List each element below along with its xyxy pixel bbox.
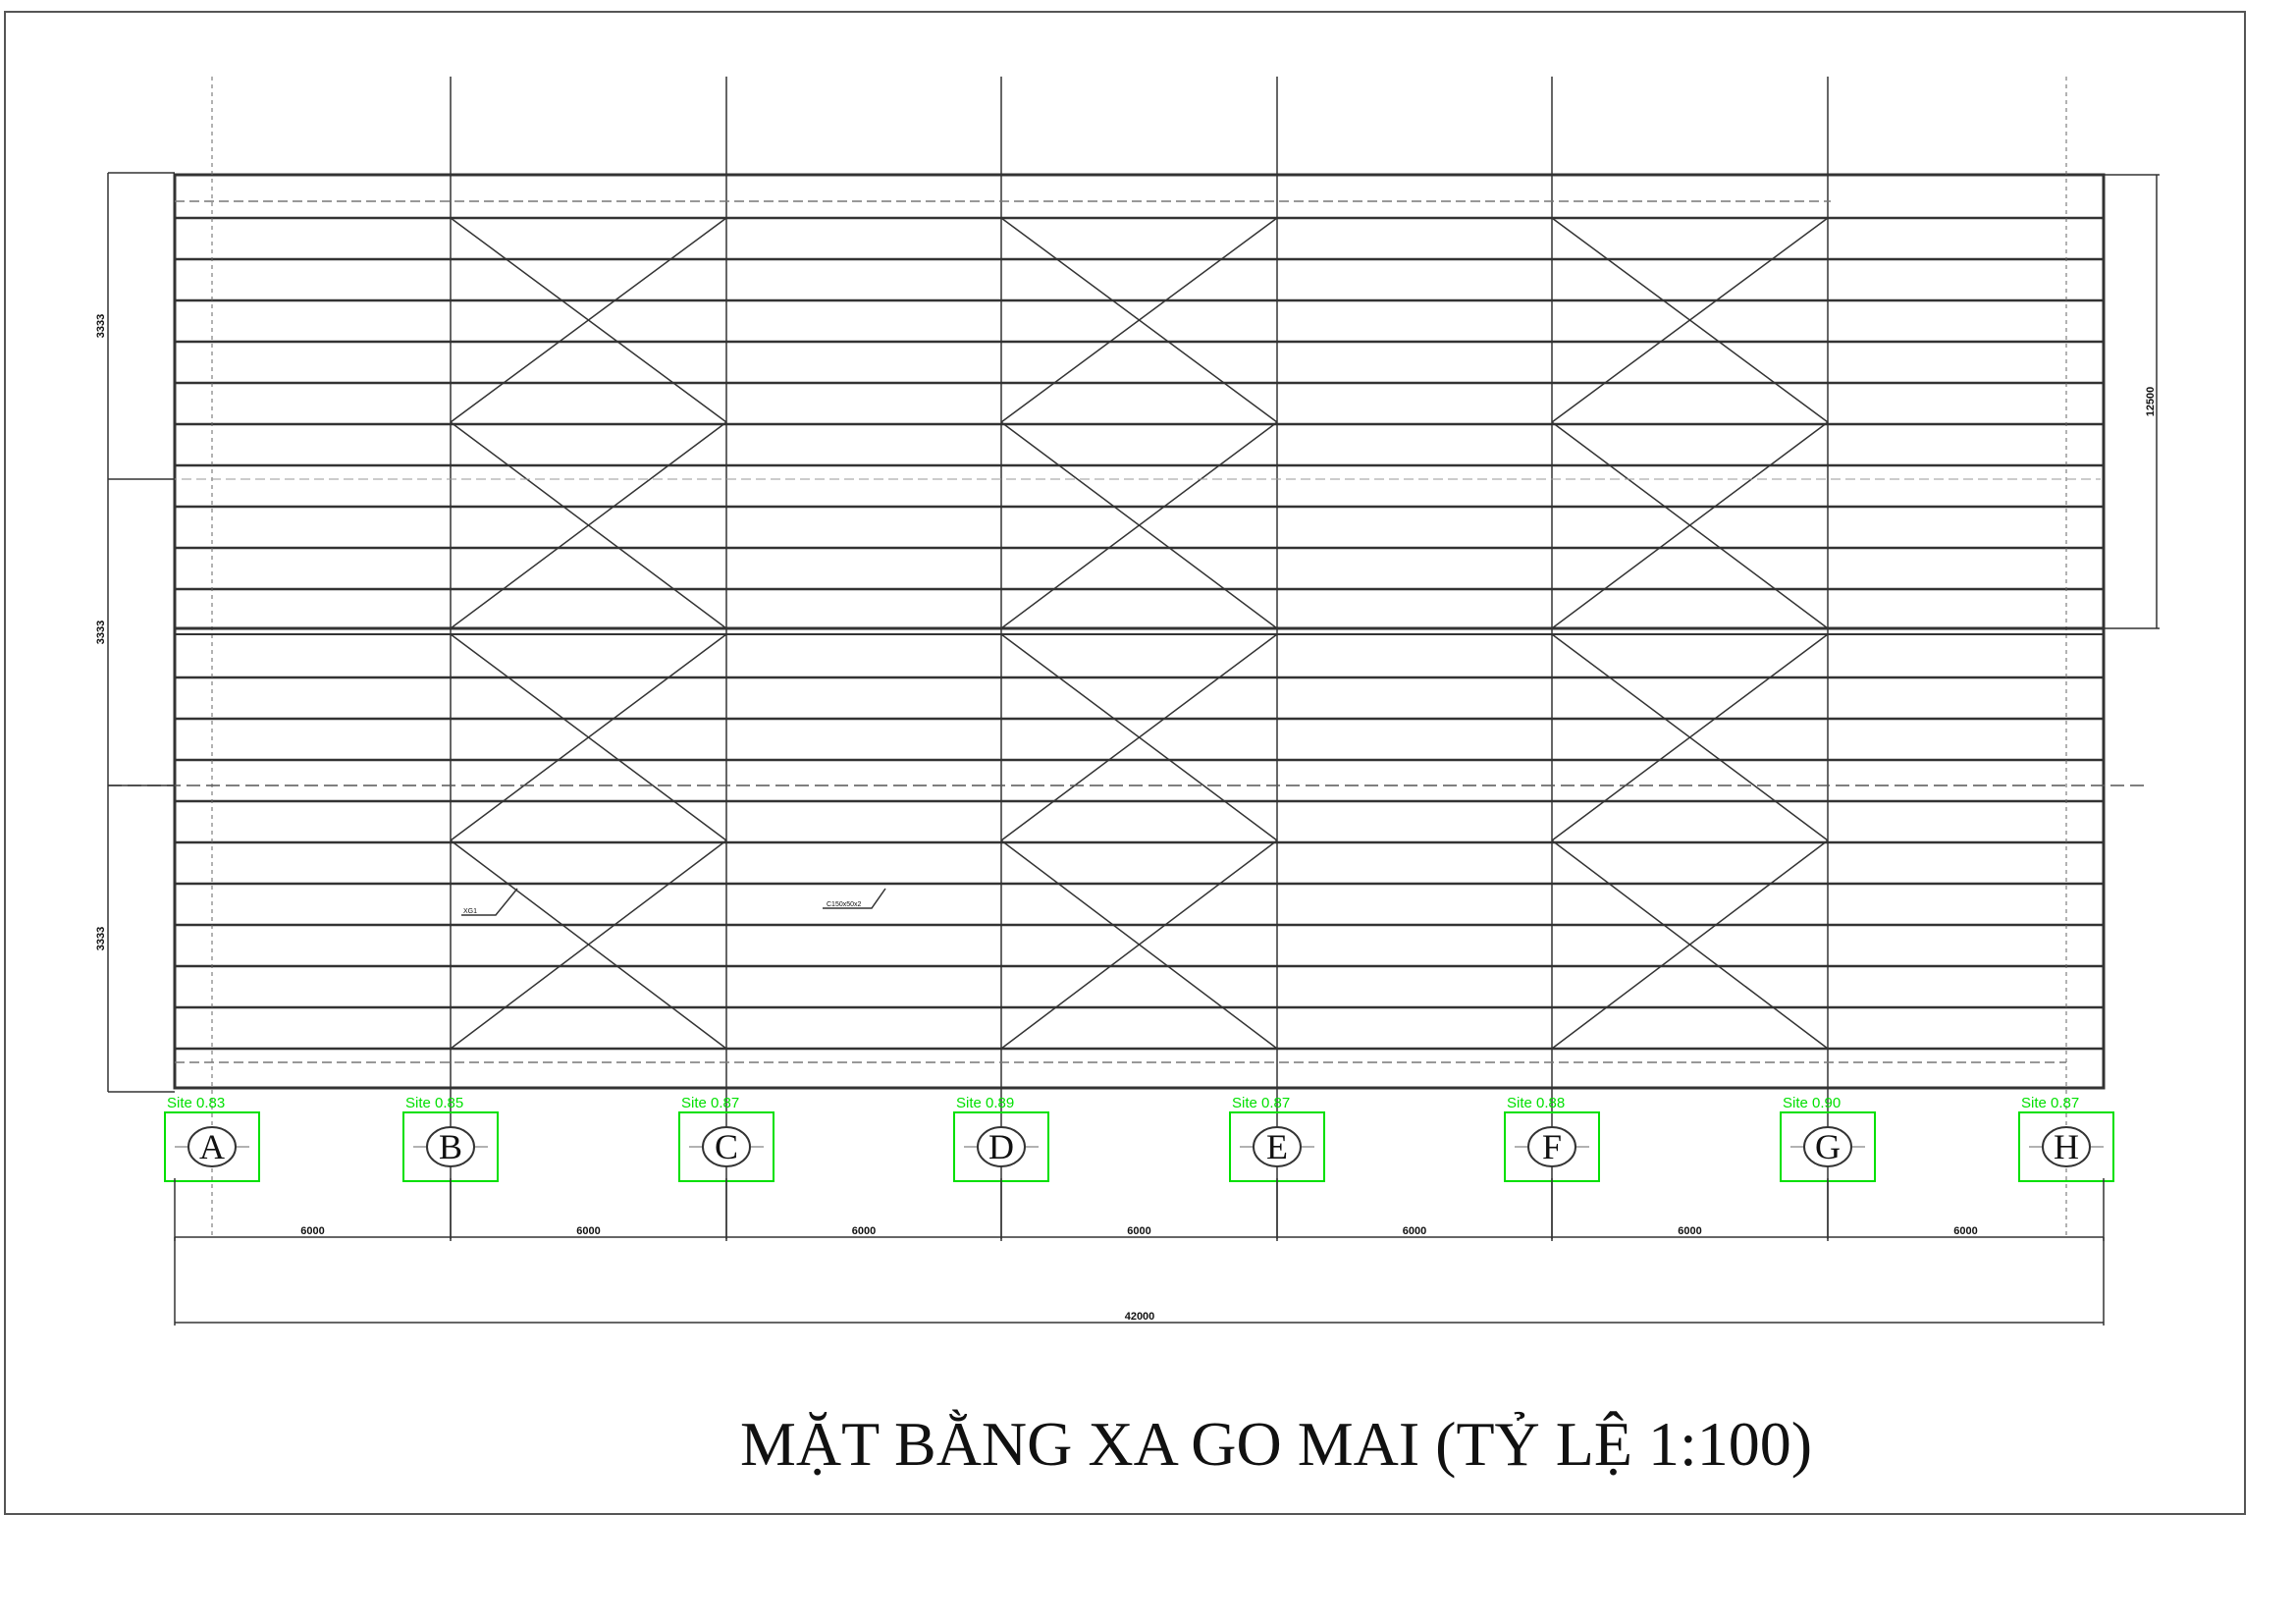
detection-label: Site 0.88 [1507, 1095, 1565, 1111]
roof-outline [173, 173, 2106, 1090]
detection-label: Site 0.85 [405, 1095, 463, 1111]
left-dim-label-1: 3333 [95, 314, 107, 338]
callout-label-1: XG1 [463, 908, 477, 915]
bay-dim-label: 6000 [576, 1225, 600, 1237]
axis-bubble [702, 1126, 751, 1167]
axis-marker-d: Site 0.89 D [953, 1095, 1049, 1182]
detection-box [164, 1111, 260, 1182]
callout-label-2: C150x50x2 [827, 901, 862, 908]
axis-marker-a: Site 0.83 A [164, 1095, 260, 1182]
brace-diagonal [450, 421, 727, 629]
brace-diagonal [1551, 217, 1829, 423]
bay-dim-label: 6000 [852, 1225, 876, 1237]
axis-label: D [988, 1127, 1014, 1166]
roof-plan [108, 77, 2150, 1239]
brace-diagonal [1000, 421, 1278, 629]
brace-diagonal [450, 217, 727, 423]
axis-label: H [2054, 1127, 2079, 1166]
axis-label: F [1542, 1127, 1562, 1166]
callout-leader-1 [461, 888, 518, 916]
bay-dim-label: 6000 [1127, 1225, 1150, 1237]
axis-bubble [977, 1126, 1026, 1167]
bay-dim-label: 6000 [1678, 1225, 1701, 1237]
axis-marker-c: Site 0.87 C [678, 1095, 774, 1182]
axis-bubble [1253, 1126, 1302, 1167]
detection-label: Site 0.87 [681, 1095, 739, 1111]
axis-marker-b: Site 0.85 B [402, 1095, 499, 1182]
detection-label: Site 0.87 [1232, 1095, 1290, 1111]
right-dim-label: 12500 [2145, 387, 2157, 417]
bay-dim-label: 6000 [300, 1225, 324, 1237]
axis-marker-f: Site 0.88 F [1504, 1095, 1600, 1182]
callout-leader-2 [823, 888, 886, 909]
detection-label: Site 0.87 [2021, 1095, 2079, 1111]
bay-dimension-labels: 6000 6000 6000 6000 6000 6000 6000 [174, 1178, 2105, 1241]
brace-diagonal [450, 633, 727, 841]
purlin-lines [175, 216, 2104, 1051]
brace-diagonal [1551, 421, 1829, 629]
axis-label: C [715, 1127, 738, 1166]
axis-gridlines [211, 77, 2067, 1239]
total-dim-label: 42000 [1125, 1311, 1155, 1323]
brace-diagonal [1000, 633, 1278, 841]
axis-label: B [439, 1127, 462, 1166]
sheet-border [4, 11, 2246, 1515]
left-dim-label-2: 3333 [95, 621, 107, 644]
brace-diagonal [1551, 839, 1829, 1050]
detection-label: Site 0.83 [167, 1095, 225, 1111]
detection-label: Site 0.89 [956, 1095, 1014, 1111]
drawing-title: MẶT BẰNG XA GO MAI (TỶ LỆ 1:100) [740, 1409, 1812, 1479]
axis-bubble [426, 1126, 475, 1167]
right-dimension: 12500 [2104, 174, 2160, 629]
axis-marker-h: Site 0.87 H [2018, 1095, 2114, 1182]
bay-dim-label: 6000 [1953, 1225, 1977, 1237]
axis-bubble [187, 1126, 237, 1167]
bottom-dimensions: 6000 6000 6000 6000 6000 6000 6000 42000 [174, 1178, 2105, 1325]
brace-diagonal [450, 839, 727, 1050]
callouts: XG1 C150x50x2 [461, 888, 886, 916]
cross-bracing [450, 217, 1829, 1050]
bay-dim-label: 6000 [1403, 1225, 1426, 1237]
axis-bubble [1803, 1126, 1852, 1167]
brace-diagonal [1551, 633, 1829, 841]
left-dimension-chain: 3333 3333 3333 [95, 172, 175, 1093]
axis-label: E [1266, 1127, 1288, 1166]
axis-bubble [1527, 1126, 1576, 1167]
axis-bubble [2042, 1126, 2091, 1167]
axis-markers: Site 0.83 A Site 0.85 B Site 0.87 C Site 0.89 D… [164, 1095, 2114, 1182]
left-dim-label-3: 3333 [95, 927, 107, 950]
brace-diagonal [1000, 839, 1278, 1050]
brace-diagonal [1000, 217, 1278, 423]
detection-label: Site 0.90 [1783, 1095, 1841, 1111]
axis-marker-g: Site 0.90 G [1780, 1095, 1876, 1182]
axis-label: A [199, 1127, 225, 1166]
detection-box [2018, 1111, 2114, 1182]
axis-label: G [1815, 1127, 1841, 1166]
